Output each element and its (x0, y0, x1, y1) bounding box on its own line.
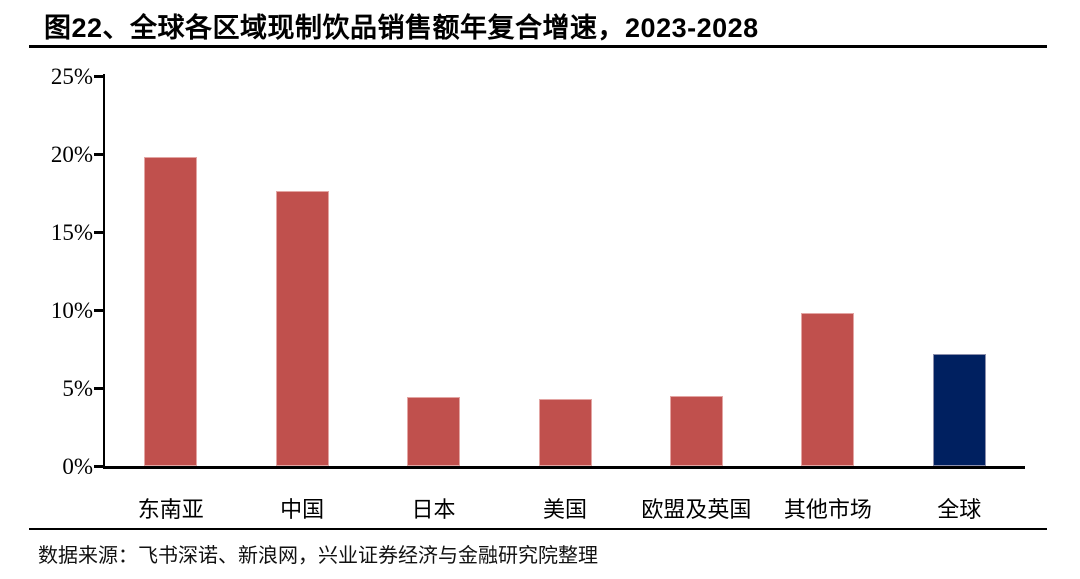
bar-中国 (275, 191, 329, 466)
y-axis-tick-label: 10% (50, 298, 93, 323)
source-rule-line (29, 528, 1047, 530)
y-axis-tick (94, 152, 103, 156)
y-axis-tick (94, 308, 103, 312)
chart-title: 图22、全球各区域现制饮品销售额年复合增速，2023-2028 (44, 13, 759, 43)
plot-area: 0% 5% 10% 15% 20% 25% (51, 65, 1025, 478)
data-source-note: 数据来源：飞书深诺、新浪网，兴业证券经济与金融研究院整理 (38, 545, 598, 567)
bar-日本 (407, 397, 461, 466)
bar-欧盟及英国 (669, 395, 723, 466)
y-axis-tick-label: 5% (62, 376, 93, 401)
x-axis-line (103, 466, 1025, 469)
x-axis-category-label: 欧盟及英国 (641, 497, 752, 522)
title-rule-line (29, 45, 1047, 48)
bar-其他市场 (801, 313, 855, 466)
bar-美国 (538, 398, 592, 466)
y-axis-tick (94, 74, 103, 78)
x-axis-category-label: 其他市场 (783, 497, 872, 522)
x-axis-category-label: 东南亚 (137, 497, 204, 522)
x-axis-category-label: 美国 (542, 497, 587, 522)
y-axis-tick-label: 20% (50, 142, 93, 167)
y-axis-line (103, 74, 105, 468)
bar-东南亚 (144, 157, 198, 466)
y-axis-tick (94, 464, 103, 468)
x-axis-category-label: 中国 (280, 497, 325, 522)
y-axis-tick-label: 25% (50, 64, 93, 89)
y-axis-tick (94, 386, 103, 390)
x-axis-category-label: 全球 (937, 497, 982, 522)
bar-全球 (932, 353, 986, 466)
y-axis-tick-label: 0% (62, 454, 93, 479)
x-axis-category-label: 日本 (411, 497, 456, 522)
y-axis-tick-label: 15% (50, 220, 93, 245)
y-axis-tick (94, 230, 103, 234)
